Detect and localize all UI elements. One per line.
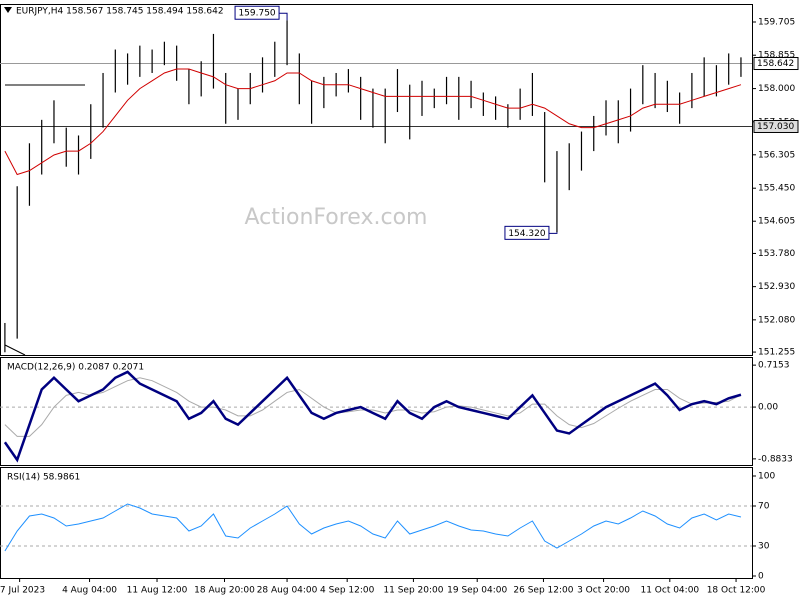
x-tick-label: 27 Jul 2023 (0, 586, 45, 596)
y-tick-label: 152.080 (758, 315, 795, 325)
price-label-box (753, 57, 799, 71)
x-tick-label: 19 Sep 04:00 (447, 586, 507, 596)
macd-frame (0, 357, 753, 466)
rsi-frame (0, 467, 753, 579)
y-tick-label: 152.930 (758, 282, 795, 292)
y-tick-label: 153.780 (758, 249, 795, 259)
price-frame (0, 4, 753, 356)
y-tick-label: 158.000 (758, 84, 795, 94)
price-label: 158.642 (757, 59, 794, 69)
x-tick-label: 4 Sep 12:00 (320, 586, 375, 596)
annotation: 159.750 (238, 9, 275, 19)
chart-title: EURJPY,H4 158.567 158.745 158.494 158.64… (16, 7, 224, 17)
annotation: 154.320 (508, 229, 545, 239)
y-tick-label: 0.7153 (758, 361, 790, 371)
y-tick-label: 154.605 (758, 217, 795, 227)
x-tick-label: 3 Oct 20:00 (577, 586, 630, 596)
line (4, 68, 742, 176)
line (4, 503, 742, 552)
y-tick-label: 30 (758, 542, 770, 552)
line (4, 377, 742, 437)
price-label-box (753, 119, 799, 133)
line (3, 370, 742, 463)
y-tick-label: -0.8833 (758, 454, 793, 464)
y-tick-label: 0 (758, 572, 764, 582)
price-label: 157.030 (757, 122, 794, 132)
y-tick-label: 158.855 (758, 51, 795, 61)
x-tick-label: 18 Aug 20:00 (194, 586, 255, 596)
drawn-line (4, 344, 26, 356)
y-tick-label: 100 (758, 472, 775, 482)
y-tick-label: 155.450 (758, 184, 795, 194)
annotation-connector (548, 232, 558, 234)
y-tick-label: 0.00 (758, 403, 778, 413)
y-tick-label: 159.705 (758, 17, 795, 27)
y-tick-label: 70 (758, 502, 770, 512)
x-tick-label: 11 Aug 12:00 (127, 586, 188, 596)
y-tick-label: 156.305 (758, 150, 795, 160)
x-tick-label: 18 Oct 12:00 (707, 586, 766, 596)
watermark: ActionForex.com (245, 205, 428, 230)
macd-title: MACD(12,26,9) 0.2087 0.2071 (7, 363, 144, 373)
x-tick-label: 11 Oct 04:00 (640, 586, 699, 596)
x-tick-label: 26 Sep 12:00 (513, 586, 573, 596)
x-tick-label: 11 Sep 20:00 (383, 586, 443, 596)
menu-triangle (4, 7, 12, 13)
x-tick-label: 4 Aug 04:00 (62, 586, 117, 596)
x-tick-label: 28 Aug 04:00 (257, 586, 318, 596)
annotation-connector (279, 12, 288, 21)
y-tick-label: 151.255 (758, 348, 795, 358)
rsi-title: RSI(14) 58.9861 (7, 473, 80, 483)
